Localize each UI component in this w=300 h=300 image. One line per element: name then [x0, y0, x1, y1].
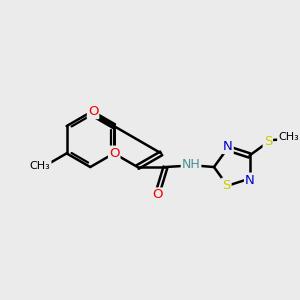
Text: S: S	[264, 135, 272, 148]
Text: O: O	[152, 188, 163, 201]
Text: CH₃: CH₃	[30, 161, 51, 171]
Text: S: S	[222, 179, 231, 192]
Text: O: O	[88, 105, 98, 118]
Text: N: N	[223, 140, 233, 153]
Text: NH: NH	[182, 158, 200, 171]
Text: CH₃: CH₃	[278, 132, 299, 142]
Text: O: O	[109, 147, 119, 160]
Text: N: N	[245, 174, 255, 187]
